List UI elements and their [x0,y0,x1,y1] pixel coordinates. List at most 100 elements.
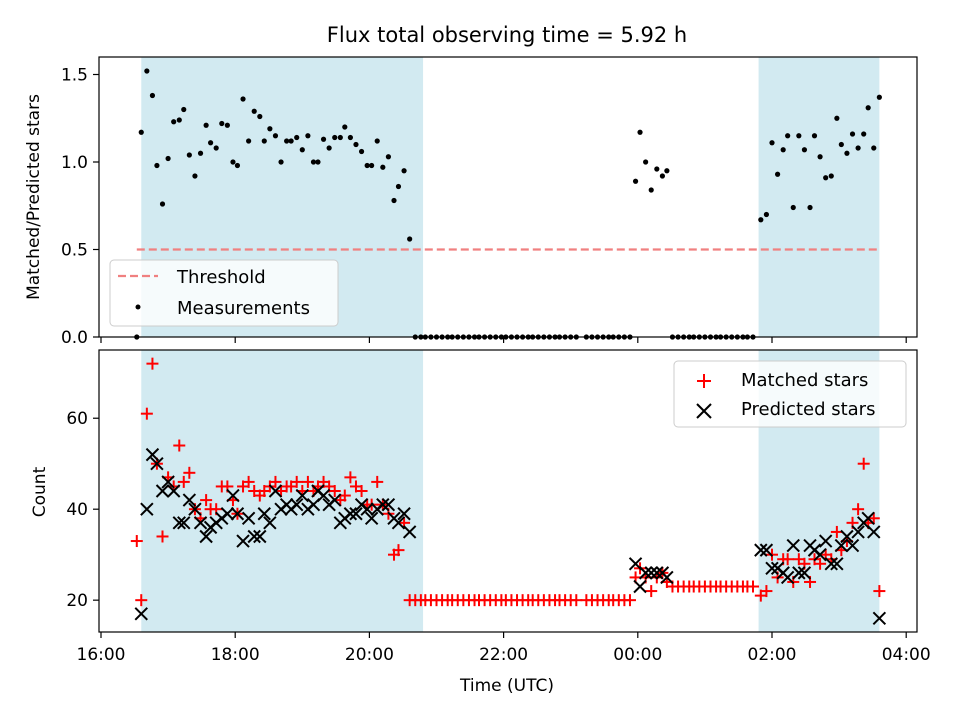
measurement-point [224,122,230,128]
measurement-point [310,159,317,165]
measurement-point [801,147,808,153]
predicted-star-point [247,529,261,544]
measurement-point [246,138,252,144]
predicted-legend-swatch [696,403,712,419]
predicted-star-point [786,538,800,553]
predicted-star-point [182,493,197,507]
matched-star-point [867,512,880,525]
predicted-star-point [177,516,191,530]
measurement-point [278,159,284,165]
measurement-point [305,133,311,139]
measurement-point [796,133,802,139]
measurement-point [315,159,321,165]
measurement-point [637,129,643,135]
predicted-star-point [241,511,256,525]
measurement-point [176,117,182,123]
predicted-star-point [872,611,887,626]
matched-star-point [140,407,153,420]
predicted-star-point [780,570,795,585]
measurement-point [401,168,407,174]
matched-star-point [623,594,636,607]
measurement-point [763,211,770,218]
measurement-point [374,138,380,144]
matched-star-point [746,580,759,593]
matched-star-point [857,457,870,470]
predicted-star-point [199,529,213,544]
measurement-point [207,140,214,146]
predicted-star-point [166,484,181,498]
x-tick-label: 16:00 [77,645,126,665]
measurement-point [855,145,861,151]
matched-legend-label: Matched stars [741,370,868,391]
matched-star-point [338,489,351,502]
predicted-star-point [660,570,674,585]
measurement-point [320,136,327,142]
measurement-point [648,187,654,193]
measurement-point [769,140,775,146]
predicted-star-point [263,516,277,530]
matched-legend-swatch [697,374,711,388]
predicted-star-point [650,566,664,580]
predicted-star-point [230,507,245,521]
matched-star-point [130,535,143,548]
measurement-point [654,166,660,172]
predicted-star-point [861,511,875,525]
matched-star-point [200,494,213,507]
measurement-point [758,217,764,223]
measurement-point [284,138,290,144]
predicted-star-point [134,607,148,621]
top-y-tick-label: 1.0 [61,153,88,173]
x-tick-label: 04:00 [882,645,931,665]
predicted-star-point [834,538,849,553]
predicted-star-point [759,543,774,557]
matched-star-point [135,594,148,607]
predicted-star-point [360,502,374,516]
predicted-star-point [316,488,331,503]
x-tick-label: 20:00 [345,645,394,665]
predicted-star-point [268,484,283,498]
bottom-legend-box [673,360,907,428]
x-axis-label: Time (UTC) [459,676,554,696]
measurement-point [219,120,225,127]
predicted-star-point [328,493,342,507]
measurement-point [385,154,392,160]
measurement-point [342,124,348,130]
matched-star-point [328,485,341,497]
top-y-tick-label: 0.5 [61,241,88,261]
threshold-legend-label: Threshold [176,267,266,288]
measurement-point [380,164,386,170]
matched-star-point [852,503,865,516]
predicted-star-point [188,502,202,516]
bottom-legend: Matched stars Predicted stars [673,360,907,428]
x-tick-label: 02:00 [748,645,797,665]
predicted-star-point [792,566,806,580]
measurement-point [632,178,639,184]
matched-star-point [814,557,827,570]
measurement-point [186,152,192,158]
measurement-point [234,162,241,169]
measurement-point [261,138,267,144]
measurement-point [817,154,823,160]
measurement-point [811,133,818,139]
predicted-star-point [818,534,833,548]
predicted-star-point [155,484,170,498]
x-tick-label: 18:00 [211,645,260,665]
measurement-point [159,201,166,207]
measurements-legend-label: Measurements [177,298,310,319]
measurement-point [369,162,375,169]
measurement-point [364,162,370,169]
bottom-y-axis-label: Count [30,466,50,517]
matched-star-point [301,475,314,488]
measurement-point [780,147,786,153]
matched-star-point [392,544,405,557]
predicted-star-point [236,534,250,548]
predicted-star-point [633,579,647,594]
predicted-legend-label: Predicted stars [741,399,875,420]
bottom-y-tick-label: 40 [66,500,88,520]
predicted-star-point [397,507,411,521]
measurement-point [823,175,829,181]
matched-star-point [242,475,255,488]
measurement-point [876,94,882,100]
bottom-y-tick-label: 60 [66,409,88,429]
measurement-point [203,122,209,128]
